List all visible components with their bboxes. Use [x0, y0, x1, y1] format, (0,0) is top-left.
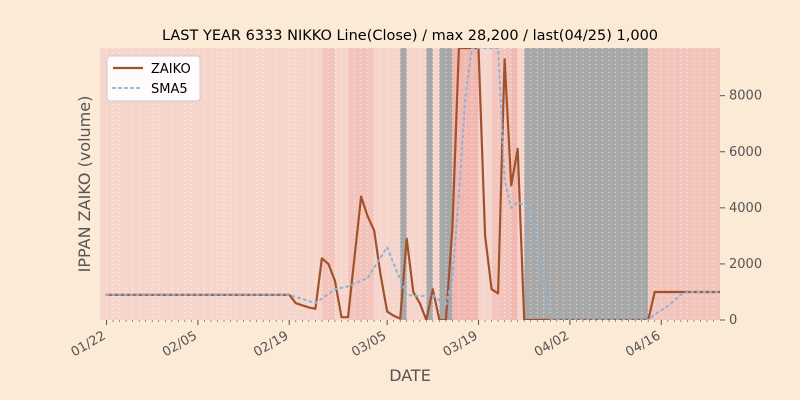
grid	[106, 48, 714, 320]
series-lines	[105, 48, 720, 320]
y-axis-label: IPPAN ZAIKO (volume)	[75, 96, 94, 273]
y-tick-label-6000: 6000	[729, 145, 762, 160]
band-mid-10	[648, 48, 720, 320]
series-line-sma5	[105, 48, 720, 320]
y-axis: 0 2000 4000 6000 8000	[720, 89, 762, 328]
legend-label-zaiko: ZAIKO	[151, 62, 191, 77]
x-axis-label: DATE	[389, 366, 431, 385]
band-grey-9	[524, 48, 649, 320]
band-dark-8	[511, 48, 518, 320]
plot-area	[100, 48, 720, 320]
chart-title: LAST YEAR 6333 NIKKO Line(Close) / max 2…	[162, 28, 658, 44]
series-line-zaiko	[105, 48, 720, 320]
band-grey-4	[426, 48, 433, 320]
highlight-bands	[100, 48, 720, 320]
y-tick-label-0: 0	[729, 313, 737, 328]
y-tick-label-8000: 8000	[729, 89, 762, 104]
legend: ZAIKO SMA5	[106, 55, 201, 102]
band-grey-3	[400, 48, 407, 320]
y-tick-label-4000: 4000	[729, 201, 762, 216]
legend-label-sma5: SMA5	[151, 82, 188, 97]
y-tick-label-2000: 2000	[729, 257, 762, 272]
